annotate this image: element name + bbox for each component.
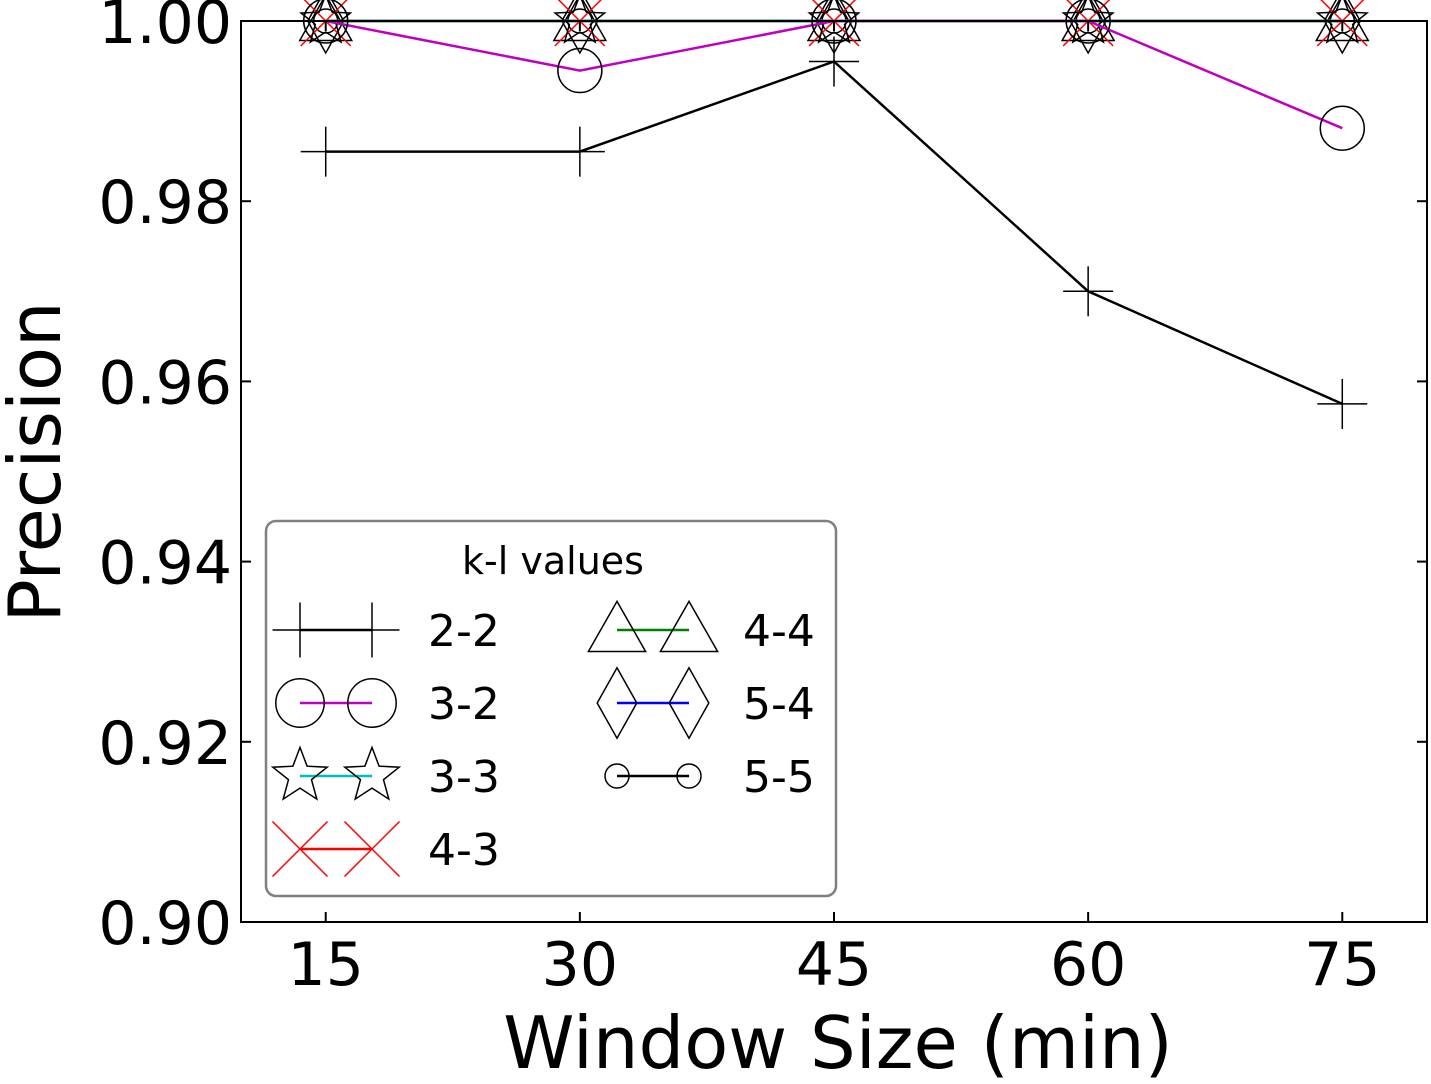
tick-labels-layer: 15 30 45 60 75 0.90 0.92 0.94 0.96 0.98 1.00 — [98, 0, 1380, 1000]
legend-entry-4-3: 4-3 — [271, 820, 500, 878]
data-point-2-2 — [300, 126, 351, 177]
data-point-5-4 — [560, 0, 599, 55]
data-point-3-3 — [807, 0, 861, 44]
data-point-4-4 — [1314, 0, 1370, 42]
data-point-3-3 — [1315, 0, 1370, 44]
y-tick-label: 0.92 — [98, 709, 232, 779]
legend-entry-5-5: 5-5 — [604, 752, 815, 803]
y-tick-label: 0.96 — [98, 348, 232, 418]
legend-marker-3-3 — [270, 745, 330, 801]
legend-marker-5-5 — [676, 763, 702, 789]
y-tick-label: 0.98 — [98, 168, 232, 238]
x-tick-label: 45 — [796, 930, 872, 1000]
legend: k-l values 2-2 3-2 3-3 4-3 4-4 5-4 5-5 — [264, 519, 838, 898]
legend-marker-5-4 — [596, 666, 638, 740]
data-point-4-4 — [552, 0, 608, 42]
legend-label: 5-5 — [743, 752, 815, 803]
legend-marker-3-2 — [275, 678, 325, 728]
x-axis-label: Window Size (min) — [503, 1001, 1172, 1084]
y-tick-label: 0.94 — [98, 529, 232, 599]
legend-entry-3-3: 3-3 — [270, 745, 500, 803]
x-tick-label: 60 — [1050, 930, 1126, 1000]
legend-marker-3-3 — [342, 745, 402, 801]
legend-marker-2-2 — [272, 602, 328, 658]
data-point-2-2 — [809, 36, 859, 87]
legend-entry-5-4: 5-4 — [596, 666, 815, 740]
y-axis-label: Precision — [0, 301, 77, 622]
legend-entry-2-2: 2-2 — [272, 602, 500, 658]
series-layer — [298, 0, 1370, 429]
data-point-3-2 — [1319, 105, 1366, 151]
legend-label: 2-2 — [428, 606, 500, 657]
x-tick-label: 15 — [288, 930, 364, 1000]
data-point-4-4 — [298, 0, 354, 42]
data-point-3-2 — [557, 47, 603, 94]
legend-marker-4-3 — [343, 820, 401, 878]
data-point-2-2 — [554, 126, 605, 177]
legend-label: 5-4 — [743, 679, 815, 730]
legend-marker-3-2 — [347, 678, 397, 728]
x-tick-label: 75 — [1304, 930, 1380, 1000]
y-tick-label: 1.00 — [98, 0, 232, 58]
data-point-2-2 — [1063, 266, 1114, 317]
legend-box — [264, 519, 838, 898]
legend-marker-4-4 — [659, 599, 719, 653]
y-tick-label: 0.90 — [98, 889, 232, 959]
legend-marker-4-4 — [587, 599, 647, 653]
legend-title: k-l values — [462, 539, 644, 583]
legend-entry-4-4: 4-4 — [587, 599, 815, 657]
legend-marker-2-2 — [344, 602, 400, 658]
data-point-2-2 — [1317, 378, 1368, 429]
x-tick-label: 30 — [542, 930, 618, 1000]
ticks-layer — [241, 20, 1427, 923]
legend-label: 4-3 — [428, 825, 500, 876]
legend-label: 3-3 — [428, 752, 500, 803]
data-point-3-3 — [553, 0, 607, 44]
data-point-4-4 — [1060, 0, 1116, 42]
legend-label: 4-4 — [743, 606, 815, 657]
legend-marker-4-3 — [271, 820, 329, 878]
series-line-2-2 — [325, 60, 1343, 406]
data-point-5-4 — [306, 0, 345, 55]
legend-entry-3-2: 3-2 — [275, 678, 500, 730]
legend-label: 3-2 — [428, 679, 500, 730]
legend-marker-5-5 — [604, 763, 630, 789]
series-2-2 — [300, 36, 1368, 429]
legend-entries: 2-2 3-2 3-3 4-3 4-4 5-4 5-5 — [270, 599, 815, 878]
data-point-3-3 — [298, 0, 353, 44]
data-point-3-3 — [1061, 0, 1115, 44]
legend-marker-5-4 — [668, 666, 710, 740]
data-point-5-4 — [1069, 0, 1108, 55]
data-point-5-4 — [1323, 0, 1362, 55]
